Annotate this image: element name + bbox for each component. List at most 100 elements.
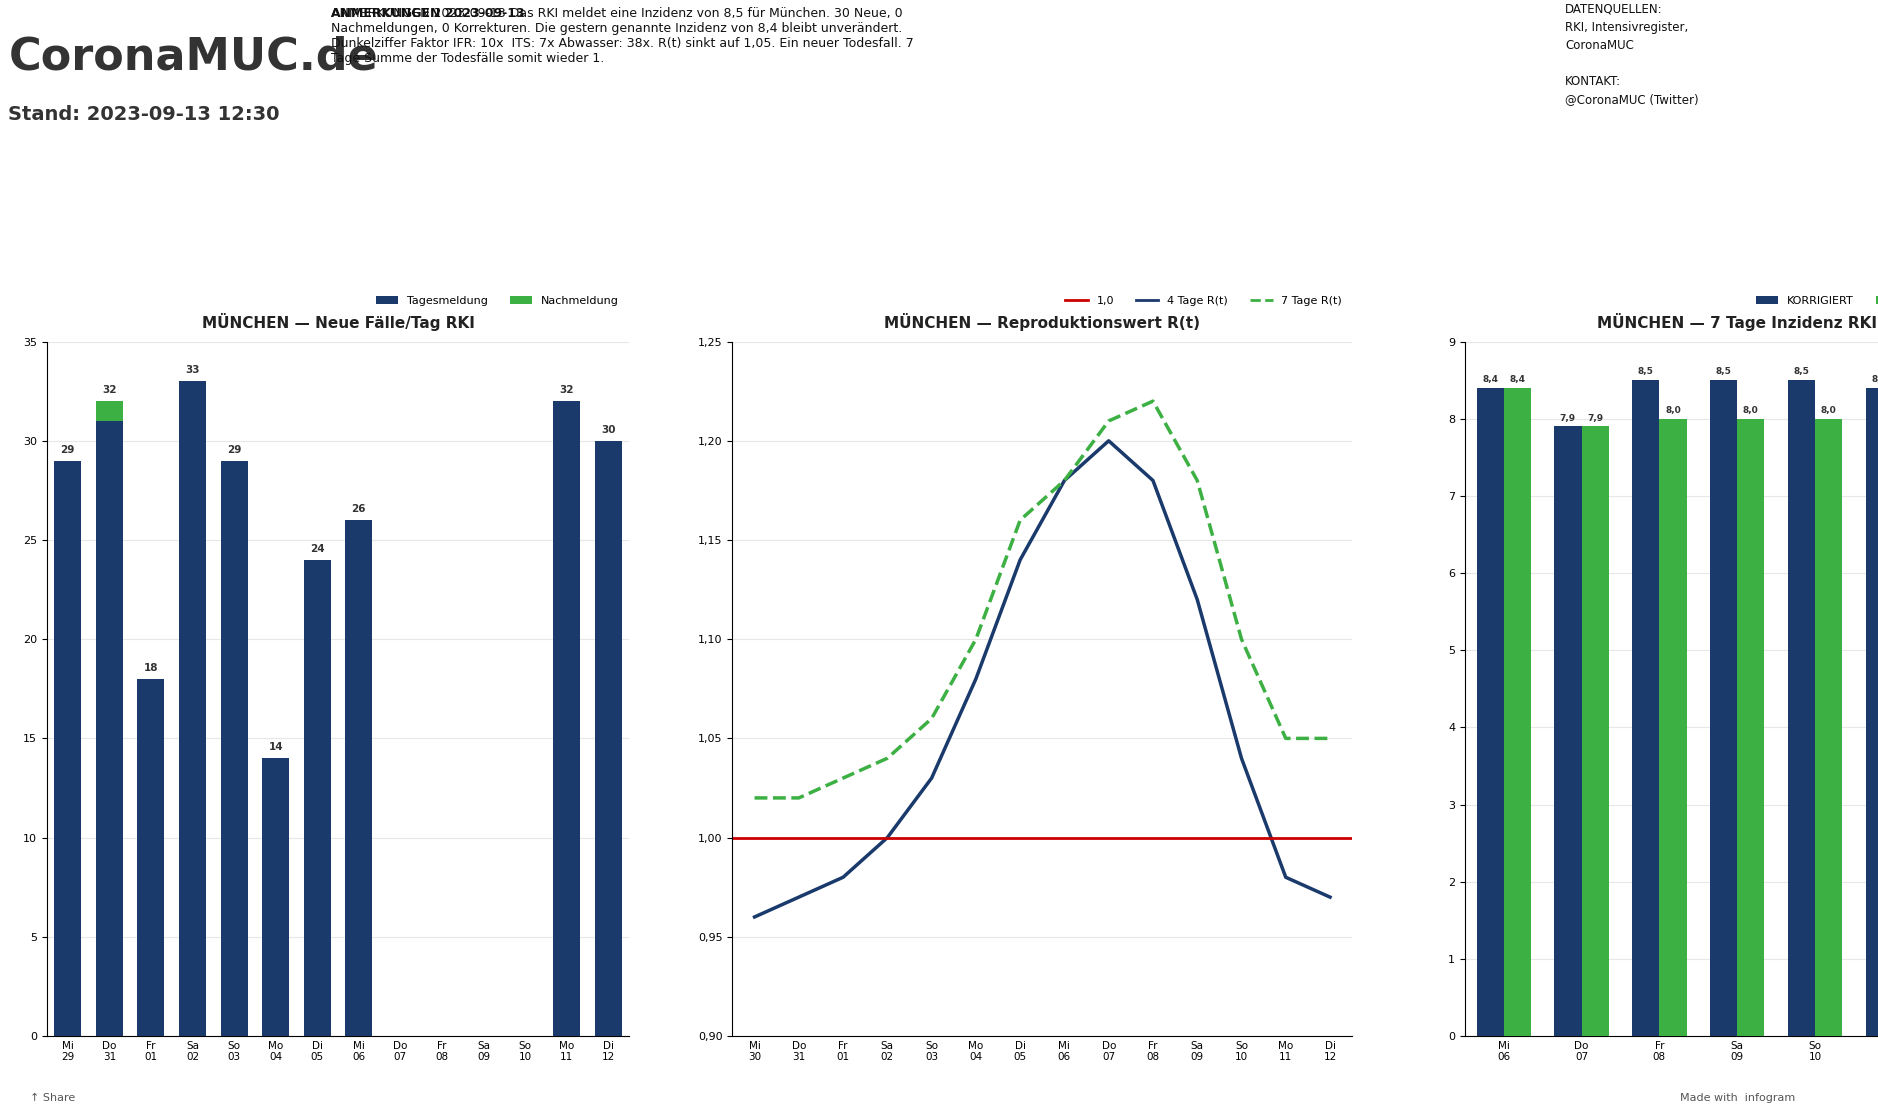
Text: 8,0: 8,0 — [1820, 405, 1837, 414]
Legend: 1,0, 4 Tage R(t), 7 Tage R(t): 1,0, 4 Tage R(t), 7 Tage R(t) — [1061, 291, 1347, 310]
Text: 33: 33 — [186, 365, 199, 375]
1,0 — [744, 831, 766, 844]
Text: 7,9: 7,9 — [1561, 413, 1576, 422]
4 Tage R(t) — [1142, 474, 1164, 487]
Text: 8,5: 8,5 — [1716, 367, 1732, 376]
Text: MÜNCHEN   VERÄNDERUNG: MÜNCHEN VERÄNDERUNG — [706, 263, 860, 273]
Text: 29: 29 — [60, 445, 75, 455]
7 Tage R(t) — [1054, 474, 1076, 487]
Text: TODESFÄLLE: TODESFÄLLE — [430, 158, 509, 168]
Bar — [1476, 388, 1504, 1036]
4 Tage R(t) — [1187, 592, 1209, 606]
Text: 26: 26 — [351, 504, 366, 514]
Title: MÜNCHEN — Reproduktionswert R(t): MÜNCHEN — Reproduktionswert R(t) — [885, 312, 1200, 330]
Bar — [1555, 427, 1581, 1036]
Text: 8,5: 8,5 — [1793, 367, 1809, 376]
Bar — [220, 460, 248, 1036]
Text: 29: 29 — [227, 445, 240, 455]
7 Tage R(t) — [744, 791, 766, 804]
Text: ANMERKUNGEN 2023-09-13: ANMERKUNGEN 2023-09-13 — [331, 7, 526, 20]
4 Tage R(t) — [965, 672, 988, 685]
Text: 8,0: 8,0 — [1666, 405, 1681, 414]
4 Tage R(t) — [1054, 474, 1076, 487]
Bar — [304, 560, 331, 1036]
Text: 24: 24 — [310, 544, 325, 554]
4 Tage R(t) — [1008, 553, 1031, 567]
Bar — [1865, 388, 1878, 1036]
7 Tage R(t) — [1275, 731, 1298, 745]
Text: 14: 14 — [269, 743, 284, 753]
4 Tage R(t) — [1275, 870, 1298, 884]
Line: 4 Tage R(t): 4 Tage R(t) — [755, 441, 1330, 917]
1,0 — [787, 831, 809, 844]
Text: 1,05 ▼: 1,05 ▼ — [1345, 206, 1472, 240]
Text: Täglich: Täglich — [762, 284, 802, 295]
Legend: Tagesmeldung, Nachmeldung: Tagesmeldung, Nachmeldung — [372, 291, 623, 310]
Bar — [96, 421, 122, 1036]
Text: 8,4: 8,4 — [1482, 375, 1499, 384]
Bar — [137, 679, 165, 1036]
Text: CoronaMUC.de: CoronaMUC.de — [8, 35, 377, 78]
Text: +1: +1 — [441, 206, 498, 240]
7 Tage R(t) — [832, 772, 854, 785]
Bar — [1737, 419, 1765, 1036]
4 Tage R(t) — [832, 870, 854, 884]
Text: 8,5: 8,5 — [1690, 206, 1754, 240]
Bar — [1632, 380, 1660, 1036]
Text: 8,5: 8,5 — [1638, 367, 1655, 376]
Bar — [595, 441, 622, 1036]
Text: 8,0: 8,0 — [1743, 405, 1758, 414]
Text: Gesamt: 2.655: Gesamt: 2.655 — [428, 263, 511, 273]
7 Tage R(t) — [1097, 414, 1119, 428]
Text: Di–Sa.*: Di–Sa.* — [1701, 263, 1741, 273]
Text: DUNKELZIFFER FAKTOR: DUNKELZIFFER FAKTOR — [1022, 158, 1168, 168]
Text: DATENQUELLEN:
RKI, Intensivregister,
CoronaMUC

KONTAKT:
@CoronaMUC (Twitter): DATENQUELLEN: RKI, Intensivregister, Cor… — [1564, 2, 1700, 105]
Title: MÜNCHEN — 7 Tage Inzidenz RKI: MÜNCHEN — 7 Tage Inzidenz RKI — [1596, 312, 1878, 330]
Text: 7,9: 7,9 — [1587, 413, 1604, 422]
7 Tage R(t) — [1008, 513, 1031, 526]
7 Tage R(t) — [1187, 474, 1209, 487]
7 Tage R(t) — [965, 633, 988, 646]
Text: Made with  infogram: Made with infogram — [1679, 1093, 1795, 1102]
7 Tage R(t) — [1230, 633, 1253, 646]
4 Tage R(t) — [744, 911, 766, 924]
Text: BESTÄTIGTE FÄLLE: BESTÄTIGTE FÄLLE — [100, 158, 214, 168]
7 Tage R(t) — [1142, 394, 1164, 408]
Bar — [1660, 419, 1686, 1036]
Text: 8,4: 8,4 — [1510, 375, 1525, 384]
Text: ↑ Share: ↑ Share — [30, 1093, 75, 1102]
Title: MÜNCHEN — Neue Fälle/Tag RKI: MÜNCHEN — Neue Fälle/Tag RKI — [201, 312, 475, 330]
Bar — [96, 401, 122, 421]
Text: ANMERKUNGEN 2023-09-13 Das RKI meldet eine Inzidenz von 8,5 für München. 30 Neue: ANMERKUNGEN 2023-09-13 Das RKI meldet ei… — [331, 7, 915, 65]
Text: IFR/ITS/Abwasser basiert: IFR/ITS/Abwasser basiert — [1027, 263, 1164, 273]
Bar — [1504, 388, 1531, 1036]
4 Tage R(t) — [1230, 752, 1253, 765]
4 Tage R(t) — [920, 772, 943, 785]
Bar — [346, 520, 372, 1036]
Text: INTENSIVBETTENBELEGUNG: INTENSIVBETTENBELEGUNG — [695, 158, 870, 168]
Text: 32: 32 — [101, 385, 116, 395]
Text: Stand: 2023-09-13 12:30: Stand: 2023-09-13 12:30 — [8, 105, 280, 124]
Text: Gesamt: 722.403: Gesamt: 722.403 — [109, 263, 205, 273]
Text: INZIDENZ RKI: INZIDENZ RKI — [1679, 158, 1763, 168]
Bar — [54, 460, 81, 1036]
Text: 18: 18 — [143, 663, 158, 673]
Bar — [263, 758, 289, 1036]
Bar — [1814, 419, 1842, 1036]
Bar — [1788, 380, 1814, 1036]
7 Tage R(t) — [875, 752, 900, 765]
4 Tage R(t) — [1318, 890, 1341, 904]
7 Tage R(t) — [787, 791, 809, 804]
Text: 8,4: 8,4 — [1870, 375, 1878, 384]
Text: Täglich: Täglich — [1390, 284, 1427, 295]
Text: Quelle: CoronaMUC: Quelle: CoronaMUC — [1354, 263, 1463, 273]
4 Tage R(t) — [1097, 435, 1119, 448]
Text: Di–Sa.*: Di–Sa.* — [449, 284, 490, 295]
Text: 10/7/38: 10/7/38 — [1020, 206, 1172, 240]
Text: REPRODUKTIONSWERT: REPRODUKTIONSWERT — [1337, 158, 1480, 168]
Line: 7 Tage R(t): 7 Tage R(t) — [755, 401, 1330, 797]
4 Tage R(t) — [875, 831, 900, 844]
Text: 7    +3: 7 +3 — [717, 206, 849, 240]
Text: Di–Sa.*: Di–Sa.* — [137, 284, 177, 295]
Text: 30: 30 — [601, 424, 616, 435]
